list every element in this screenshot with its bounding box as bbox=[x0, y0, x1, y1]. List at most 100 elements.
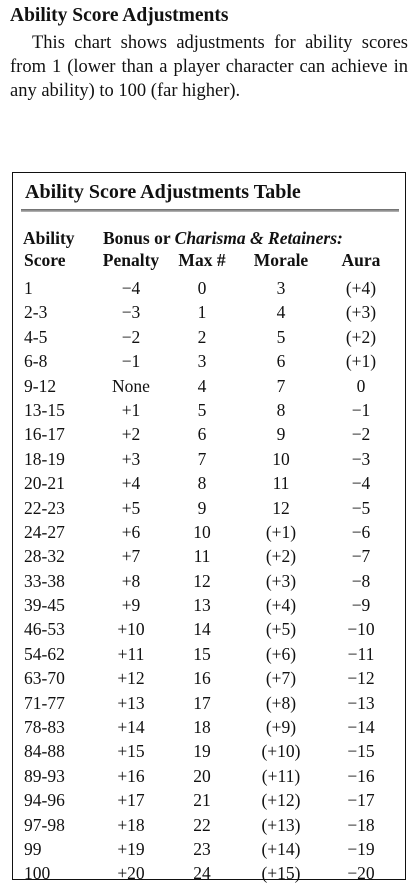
bonus-penalty-cell: +7 bbox=[121, 546, 141, 567]
score-cell: 54-62 bbox=[24, 643, 65, 664]
max-retainers-cell: 16 bbox=[193, 668, 211, 689]
morale-cell: (+4) bbox=[265, 595, 297, 616]
morale-cell: (+5) bbox=[265, 619, 297, 640]
table-title: Ability Score Adjustments Table bbox=[25, 181, 301, 203]
bonus-penalty-cell: +8 bbox=[121, 570, 141, 591]
table-row: 18-19 +3 7 10 −3 bbox=[13, 447, 405, 471]
morale-cell: (+2) bbox=[265, 546, 297, 567]
max-retainers-cell: 0 bbox=[197, 278, 207, 298]
aura-cell: −19 bbox=[347, 838, 375, 859]
score-cell: 22-23 bbox=[24, 497, 65, 518]
score-cell: 78-83 bbox=[24, 717, 65, 738]
header-charisma-retainers: Charisma & Retainers: bbox=[174, 228, 343, 248]
morale-cell: (+7) bbox=[265, 668, 297, 689]
bonus-penalty-cell: +13 bbox=[117, 692, 145, 713]
aura-cell: −17 bbox=[347, 790, 375, 811]
aura-cell: −12 bbox=[347, 668, 375, 689]
header-ability: Ability bbox=[23, 228, 75, 248]
table-row: 33-38 +8 12 (+3) −8 bbox=[13, 569, 405, 593]
score-cell: 9-12 bbox=[24, 375, 57, 396]
header-morale: Morale bbox=[253, 250, 309, 270]
bonus-penalty-cell: −4 bbox=[121, 278, 141, 298]
max-retainers-cell: 5 bbox=[197, 399, 207, 420]
score-cell: 33-38 bbox=[24, 570, 65, 591]
morale-cell: 9 bbox=[276, 424, 286, 445]
morale-cell: 5 bbox=[276, 326, 286, 347]
max-retainers-cell: 23 bbox=[193, 838, 211, 859]
bonus-penalty-cell: +15 bbox=[117, 741, 145, 762]
morale-cell: (+9) bbox=[265, 717, 297, 738]
table-row: 84-88 +15 19 (+10) −15 bbox=[13, 739, 405, 763]
morale-cell: 8 bbox=[276, 399, 286, 420]
max-retainers-cell: 11 bbox=[193, 546, 211, 567]
max-retainers-cell: 24 bbox=[193, 863, 211, 884]
score-cell: 13-15 bbox=[24, 399, 65, 420]
bonus-penalty-cell: +1 bbox=[121, 399, 141, 420]
max-retainers-cell: 14 bbox=[193, 619, 211, 640]
bonus-penalty-cell: +12 bbox=[117, 668, 145, 689]
table-row: 46-53 +10 14 (+5) −10 bbox=[13, 617, 405, 641]
aura-cell: −2 bbox=[351, 424, 371, 445]
table-row: 1 −4 0 3 (+4) bbox=[13, 276, 405, 300]
score-cell: 39-45 bbox=[24, 595, 65, 616]
bonus-penalty-cell: −2 bbox=[121, 326, 141, 347]
table-row: 63-70 +12 16 (+7) −12 bbox=[13, 666, 405, 690]
max-retainers-cell: 7 bbox=[197, 448, 207, 469]
morale-cell: 11 bbox=[272, 473, 290, 494]
aura-cell: −18 bbox=[347, 814, 375, 835]
aura-cell: −15 bbox=[347, 741, 375, 762]
morale-cell: (+3) bbox=[265, 570, 297, 591]
max-retainers-cell: 17 bbox=[193, 692, 211, 713]
aura-cell: −4 bbox=[351, 473, 371, 494]
bonus-penalty-cell: +4 bbox=[121, 473, 141, 494]
aura-cell: (+1) bbox=[345, 351, 377, 372]
bonus-penalty-cell: +16 bbox=[117, 765, 145, 786]
table-row: 78-83 +14 18 (+9) −14 bbox=[13, 715, 405, 739]
max-retainers-cell: 9 bbox=[197, 497, 207, 518]
score-cell: 2-3 bbox=[24, 302, 48, 323]
aura-cell: (+2) bbox=[345, 326, 377, 347]
max-retainers-cell: 18 bbox=[193, 717, 211, 738]
max-retainers-cell: 6 bbox=[197, 424, 207, 445]
table-row: 24-27 +6 10 (+1) −6 bbox=[13, 520, 405, 544]
table-row: 99 +19 23 (+14) −19 bbox=[13, 837, 405, 861]
score-cell: 71-77 bbox=[24, 692, 65, 713]
table-row: 16-17 +2 6 9 −2 bbox=[13, 422, 405, 446]
score-cell: 20-21 bbox=[24, 473, 65, 494]
bonus-penalty-cell: −1 bbox=[121, 351, 141, 372]
header-aura: Aura bbox=[341, 250, 381, 270]
max-retainers-cell: 10 bbox=[193, 521, 211, 542]
score-cell: 97-98 bbox=[24, 814, 65, 835]
max-retainers-cell: 12 bbox=[193, 570, 211, 591]
aura-cell: (+3) bbox=[345, 302, 377, 323]
score-cell: 63-70 bbox=[24, 668, 65, 689]
aura-cell: (+4) bbox=[345, 278, 377, 298]
table-row: 22-23 +5 9 12 −5 bbox=[13, 496, 405, 520]
bonus-penalty-cell: +5 bbox=[121, 497, 141, 518]
aura-cell: −9 bbox=[351, 595, 371, 616]
table-row: 6-8 −1 3 6 (+1) bbox=[13, 349, 405, 373]
bonus-penalty-cell: +11 bbox=[117, 643, 145, 664]
bonus-penalty-cell: +3 bbox=[121, 448, 141, 469]
morale-cell: 3 bbox=[276, 278, 286, 298]
bonus-penalty-cell: +10 bbox=[117, 619, 145, 640]
header-penalty: Penalty bbox=[102, 250, 160, 270]
table-row: 9-12 None 4 7 0 bbox=[13, 374, 405, 398]
table-row: 97-98 +18 22 (+13) −18 bbox=[13, 813, 405, 837]
morale-cell: (+13) bbox=[261, 814, 301, 835]
table-row: 71-77 +13 17 (+8) −13 bbox=[13, 691, 405, 715]
table-row: 89-93 +16 20 (+11) −16 bbox=[13, 764, 405, 788]
max-retainers-cell: 22 bbox=[193, 814, 211, 835]
table-body: 1 −4 0 3 (+4) 2-3 −3 1 4 (+3) 4-5 −2 2 5 (+2) 6-8 −1 3 6 (+… bbox=[13, 276, 405, 886]
bonus-penalty-cell: +20 bbox=[117, 863, 145, 884]
max-retainers-cell: 3 bbox=[197, 351, 207, 372]
max-retainers-cell: 2 bbox=[197, 326, 207, 347]
score-cell: 4-5 bbox=[24, 326, 48, 347]
morale-cell: (+12) bbox=[261, 790, 301, 811]
aura-cell: −1 bbox=[351, 399, 371, 420]
morale-cell: 4 bbox=[276, 302, 286, 323]
aura-cell: −3 bbox=[351, 448, 371, 469]
morale-cell: (+10) bbox=[261, 741, 301, 762]
table-row: 13-15 +1 5 8 −1 bbox=[13, 398, 405, 422]
bonus-penalty-cell: +2 bbox=[121, 424, 141, 445]
